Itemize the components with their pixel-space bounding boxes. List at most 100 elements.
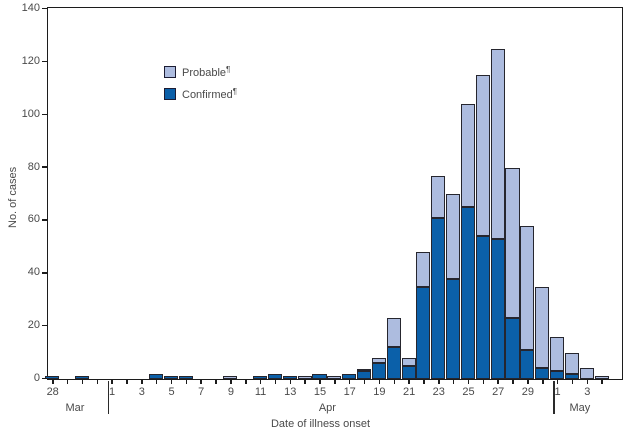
x-axis-tick (378, 380, 381, 384)
x-axis-tick (111, 380, 113, 384)
bar-segment-probable (446, 194, 461, 279)
bar-segment-probable (371, 357, 386, 364)
bar-segment-confirmed (356, 371, 372, 379)
x-axis-tick (482, 380, 485, 384)
bar-segment-confirmed (342, 373, 357, 379)
x-axis-tick (155, 380, 158, 384)
x-tick-label: 19 (373, 386, 386, 398)
bar-segment-confirmed (564, 373, 580, 379)
x-axis-tick (542, 380, 544, 384)
x-axis-tick (497, 380, 499, 384)
x-tick-label: 23 (432, 386, 445, 398)
x-axis-tick (170, 380, 173, 384)
bar-segment-probable (356, 368, 372, 372)
y-axis-title: No. of cases (7, 166, 19, 228)
month-label: May (569, 402, 591, 414)
x-tick-label: 28 (46, 386, 59, 398)
x-axis-tick (319, 380, 321, 384)
bar-segment-confirmed (178, 376, 193, 379)
x-tick-label: 11 (254, 386, 267, 398)
x-axis-tick (215, 380, 217, 384)
bar-segment-confirmed (312, 373, 327, 379)
x-axis-tick (586, 380, 589, 384)
x-axis-tick (512, 380, 514, 384)
y-axis-tick (42, 377, 47, 380)
bar-segment-probable (520, 225, 535, 350)
x-axis-tick (245, 380, 247, 384)
x-axis-tick (348, 380, 351, 384)
bar-segment-probable (223, 376, 238, 379)
x-tick-label: 3 (584, 386, 591, 398)
bar-segment-confirmed (74, 376, 89, 379)
legend-item-probable: Probable¶ (164, 64, 237, 80)
x-tick-label: 17 (343, 386, 356, 398)
x-axis-tick (200, 380, 202, 384)
x-tick-label: 27 (492, 386, 505, 398)
y-tick-label: 140 (21, 2, 40, 14)
legend-label-probable: Probable¶ (182, 65, 231, 79)
bar-segment-confirmed (490, 238, 505, 379)
bar-segment-confirmed (475, 236, 490, 379)
x-tick-label: 1 (554, 386, 561, 398)
x-axis-tick (126, 380, 128, 384)
x-axis-tick (423, 380, 425, 384)
bar-segment-probable (505, 167, 520, 319)
x-axis-tick (81, 380, 84, 384)
x-axis-tick (141, 380, 143, 384)
x-axis-tick (571, 380, 574, 384)
footnote-mark: ¶ (226, 65, 231, 74)
x-axis-tick (230, 380, 232, 384)
x-axis-tick (408, 380, 410, 384)
month-label: Apr (318, 402, 336, 414)
month-separator (553, 381, 555, 414)
month-separator (107, 381, 110, 414)
y-tick-label: 80 (27, 160, 40, 173)
x-tick-label: 7 (198, 386, 205, 398)
confirmed-swatch-icon (164, 88, 176, 100)
x-axis-tick (527, 380, 529, 384)
x-tick-label: 15 (313, 386, 327, 398)
bar-segment-confirmed (401, 365, 416, 379)
x-axis-tick (52, 380, 54, 384)
plot-area (45, 7, 623, 380)
x-tick-label: 5 (168, 386, 175, 398)
bar-segment-confirmed (416, 286, 431, 379)
y-tick-label: 40 (27, 266, 40, 279)
x-axis-tick (467, 380, 470, 384)
bar-segment-confirmed (149, 373, 164, 379)
bar-segment-confirmed (45, 376, 60, 379)
y-tick-label: 60 (27, 213, 40, 226)
bar-segment-confirmed (446, 278, 461, 379)
x-axis-tick (185, 380, 188, 384)
bar-segment-probable (431, 175, 446, 218)
x-axis-tick (334, 380, 336, 384)
bar-segment-confirmed (386, 347, 401, 379)
probable-swatch-icon (164, 66, 176, 78)
x-axis-tick (304, 380, 306, 384)
x-axis-tick (556, 380, 559, 384)
bar-segment-probable (550, 336, 565, 372)
y-tick-label: 20 (27, 319, 40, 332)
y-tick-label: 100 (21, 107, 40, 120)
x-axis-tick (393, 380, 395, 384)
bar-segment-confirmed (460, 207, 476, 379)
y-tick-label: 120 (21, 54, 40, 67)
bar-segment-probable (564, 352, 580, 374)
x-axis-tick (452, 380, 455, 384)
bar-segment-confirmed (253, 376, 268, 379)
y-tick-label: 0 (33, 372, 40, 384)
legend-item-confirmed: Confirmed¶ (164, 86, 237, 102)
x-axis-tick (259, 380, 262, 384)
y-axis-tick (42, 272, 47, 274)
x-axis-title: Date of illness onset (270, 418, 371, 430)
y-axis-tick (42, 324, 47, 327)
x-tick-label: 13 (284, 386, 297, 398)
bar-segment-confirmed (505, 318, 520, 379)
y-axis-tick (42, 7, 47, 10)
bar-segment-confirmed (267, 373, 282, 379)
legend-label-confirmed: Confirmed¶ (182, 87, 238, 101)
x-axis-tick (438, 380, 440, 384)
bar-segment-confirmed (535, 368, 550, 379)
y-axis-tick (42, 60, 47, 63)
x-tick-label: 9 (227, 386, 234, 398)
